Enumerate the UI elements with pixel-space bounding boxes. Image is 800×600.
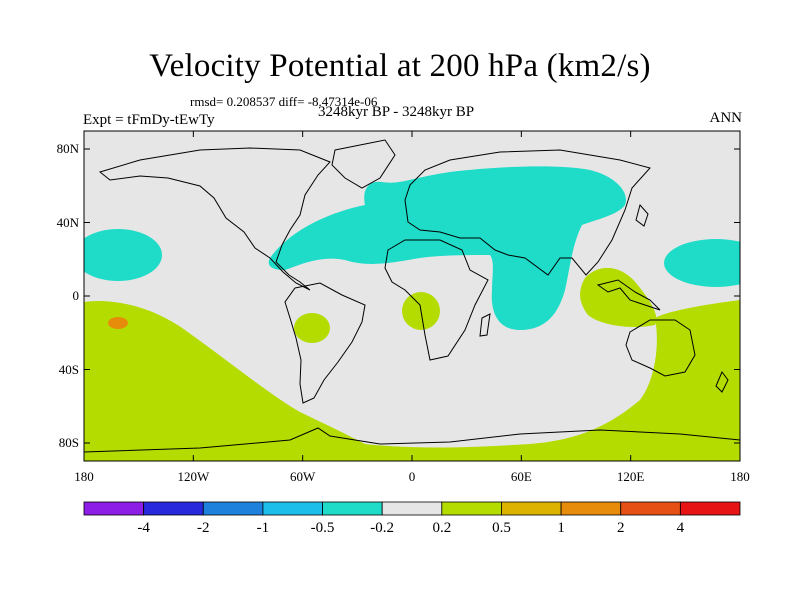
lat-label: 80S — [58, 435, 79, 450]
colorbar-label: -1 — [256, 520, 270, 536]
colorbar-label: 2 — [616, 520, 625, 536]
colorbar-swatch — [560, 501, 622, 516]
colorbar — [83, 501, 741, 516]
colorbar-label: 1 — [557, 520, 565, 536]
season-label: ANN — [709, 110, 743, 126]
positive-region-south-pacific — [84, 300, 740, 461]
colorbar-swatch — [620, 501, 681, 516]
colorbar-label: -0.5 — [310, 520, 335, 536]
coastline-south-america — [284, 282, 366, 404]
map-field — [84, 131, 740, 461]
positive-region-maritime-continent — [580, 267, 657, 327]
colorbar-label: 0.2 — [432, 520, 452, 536]
colorbar-label: 0.5 — [492, 520, 511, 536]
colorbar-label: 4 — [676, 520, 685, 536]
colorbar-label: -4 — [137, 520, 150, 536]
coastline-africa — [384, 239, 489, 361]
lat-label: 40S — [58, 361, 79, 377]
lon-label: 60W — [290, 469, 316, 484]
coastline-north-america — [98, 147, 331, 291]
lon-label: 180 — [730, 469, 750, 484]
period-label: 3248kyr BP - 3248kyr BP — [318, 104, 475, 120]
positive-region-south-america — [294, 313, 330, 343]
lon-label: 0 — [408, 469, 416, 484]
colorbar-swatch — [83, 501, 145, 516]
coastlines — [84, 139, 740, 453]
lon-label: 60E — [510, 469, 532, 484]
negative-region-east-pacific — [84, 229, 162, 281]
experiment-label: Expt = tFmDy-tEwTy — [83, 112, 215, 128]
coastline-madagascar — [479, 313, 491, 337]
negative-region-eurasia-africa — [268, 166, 626, 330]
lon-label: 120W — [177, 469, 210, 484]
coastline-greenland — [331, 139, 396, 189]
colorbar-swatch — [143, 501, 204, 516]
plot-title: Velocity Potential at 200 hPa (km2/s) — [149, 48, 651, 84]
coastline-eurasia — [404, 149, 651, 276]
colorbar-swatch — [381, 501, 443, 516]
axis-ticks — [83, 131, 741, 461]
colorbar-swatch — [322, 501, 383, 516]
lat-label: 0 — [72, 288, 80, 303]
colorbar-swatch — [202, 501, 264, 516]
maximum-region-pacific — [108, 317, 128, 329]
negative-region-west-pacific — [664, 239, 740, 287]
colorbar-label: -0.2 — [370, 520, 395, 536]
colorbar-swatch — [679, 501, 741, 516]
coastline-australia — [625, 319, 696, 377]
coastline-japan — [635, 203, 649, 227]
lon-label: 120E — [616, 469, 645, 484]
coastline-new-zealand — [715, 371, 729, 393]
rmsd-diff-stats: rmsd= 0.208537 diff= -8.47314e-06 — [190, 94, 378, 109]
colorbar-swatch — [262, 501, 323, 516]
colorbar-swatch — [501, 501, 562, 516]
lat-label: 80N — [56, 141, 79, 156]
coastline-maritime-continent — [596, 279, 661, 311]
coastline-antarctica — [84, 427, 740, 453]
colorbar-label: -2 — [197, 520, 210, 536]
lon-label: 180 — [74, 469, 94, 484]
lat-label: 40N — [56, 214, 79, 230]
colorbar-swatch — [441, 501, 502, 516]
